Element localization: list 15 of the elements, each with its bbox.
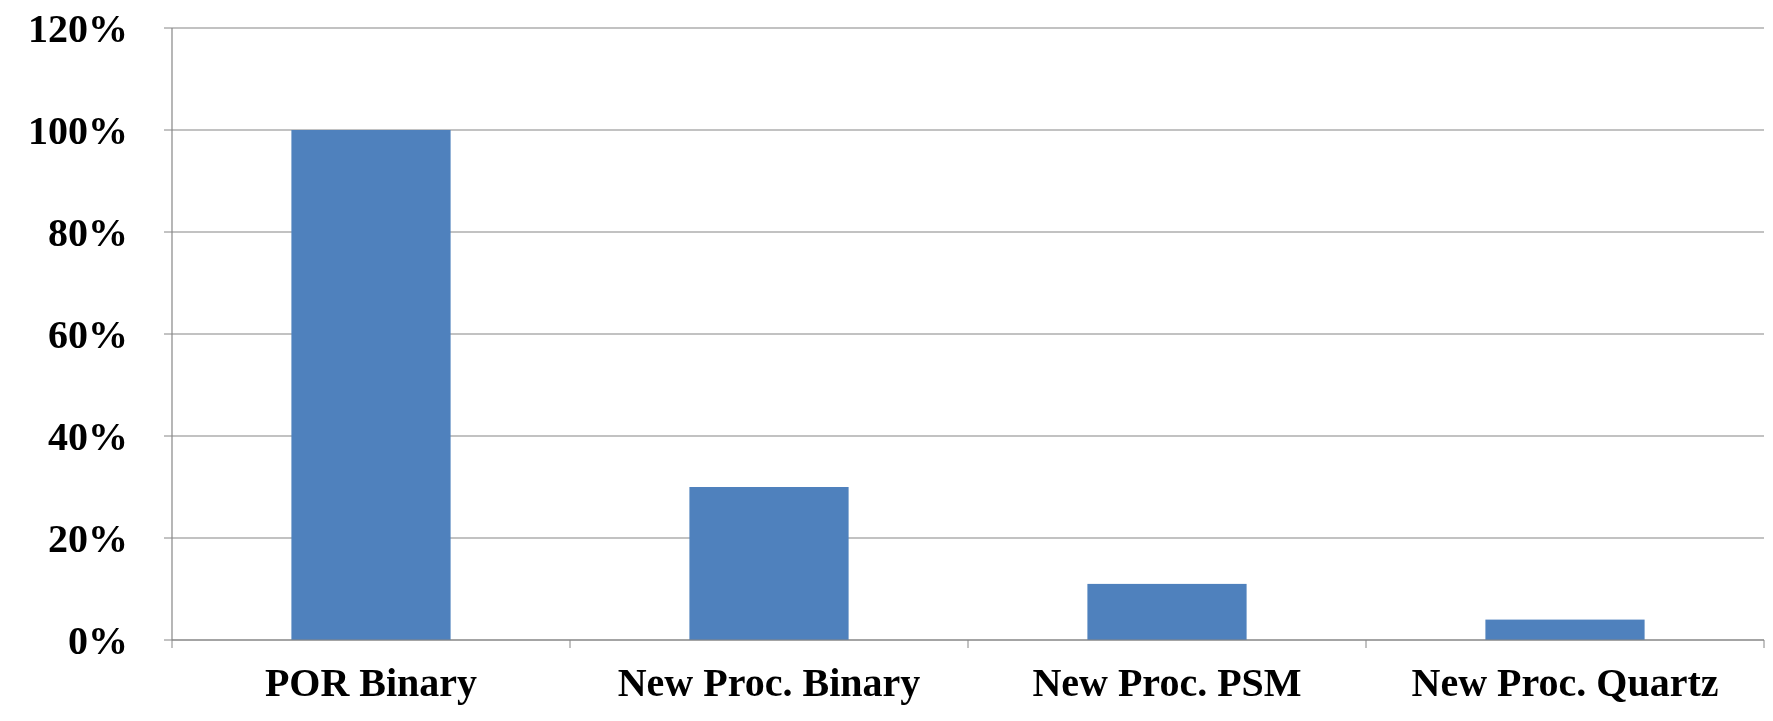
y-tick-label: 40%: [48, 414, 128, 459]
bar: [1485, 619, 1645, 640]
y-tick-label: 60%: [48, 312, 128, 357]
bar: [1087, 583, 1247, 640]
x-tick-label: POR Binary: [264, 660, 478, 705]
bar: [689, 487, 849, 640]
x-tick-label: New Proc. Quartz: [1411, 660, 1719, 705]
y-tick-label: 0%: [68, 618, 128, 663]
y-tick-label: 80%: [48, 210, 128, 255]
bar: [291, 130, 451, 640]
x-tick-label: New Proc. Binary: [617, 660, 921, 705]
y-tick-label: 120%: [28, 6, 128, 51]
y-tick-label: 20%: [48, 516, 128, 561]
y-tick-label: 100%: [28, 108, 128, 153]
x-tick-label: New Proc. PSM: [1032, 660, 1302, 705]
